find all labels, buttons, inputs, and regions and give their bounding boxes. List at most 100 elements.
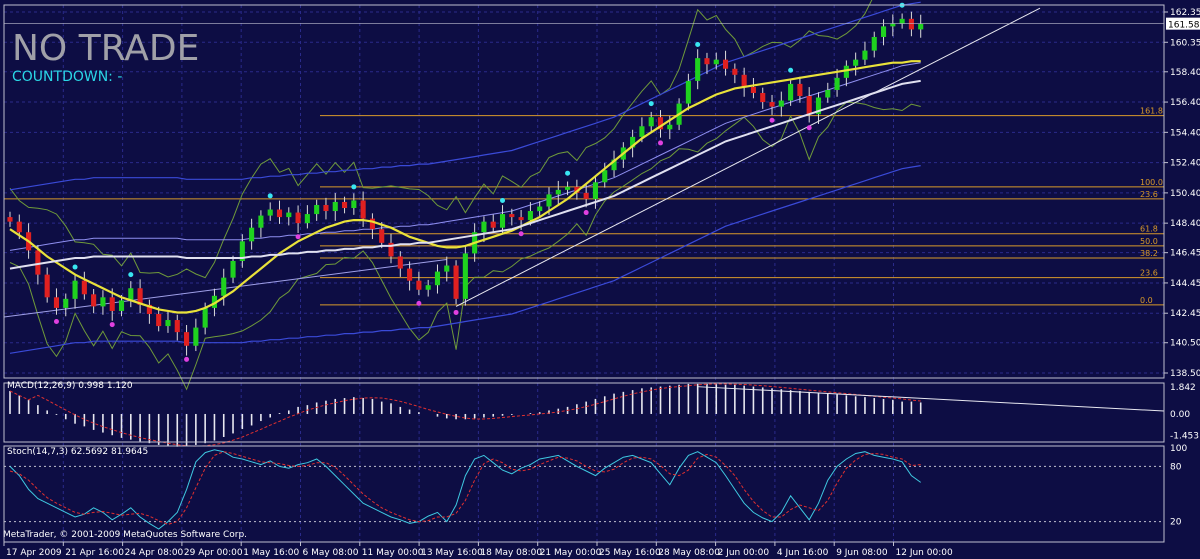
candle-body [323,204,329,212]
macd-tick-label: 0.00 [1170,410,1190,420]
axes: 17 Apr 2009 21 Apr 16:00 24 Apr 08:00 29 Ap… [3,4,1200,558]
panel-frame [3,4,1165,379]
candle-body [453,265,459,299]
fractal-markers [53,2,905,362]
time-label: 21 Apr 16:00 [65,548,124,558]
candle-body [509,214,515,218]
candle-body [918,23,924,30]
candle-body [555,189,561,195]
trendline-up [455,7,1041,307]
candle-body [91,294,97,307]
time-label: 11 May 00:00 [362,548,424,558]
envelope-upper [9,1,921,191]
time-label: 17 Apr 2009 [6,548,62,558]
candle-body [518,217,524,221]
candle-body [592,182,599,199]
candle-body [341,201,348,209]
stochastic-panel: 100 80 20 [4,444,1187,530]
time-label: 29 Apr 00:00 [184,548,243,558]
envelope-lower [9,165,921,354]
price-label: 150.40 [1170,189,1200,199]
candle-body [611,159,617,171]
candle-body [685,80,691,104]
price-label: 156.40 [1170,98,1200,108]
fib-label: 61.8 [1140,225,1158,234]
macd-signal-line [9,383,921,447]
candle-body [416,280,422,290]
candle-body [267,209,273,216]
candle-body [249,227,255,242]
candle-body [667,124,673,130]
fibonacci-levels: 161.8 100.0 23.6 61.8 50.0 38.2 23.6 0.0 [4,107,1164,306]
candle-body [815,97,822,115]
candle-body [639,126,645,137]
fib-label: 50.0 [1140,237,1158,246]
candle-body [239,241,245,261]
candle-body [630,136,636,148]
fractal-up-marker [648,101,654,107]
candle-body [834,77,840,90]
fractal-up-marker [565,170,571,176]
fractal-down-marker [806,125,812,131]
candle-body [202,307,208,328]
price-label: 162.35 [1170,8,1200,18]
time-label: 4 Jun 16:00 [777,548,829,558]
stoch-d-line [9,451,921,525]
candle-body [53,297,60,308]
time-label: 9 Jun 08:00 [836,548,888,558]
fib-label: 23.6 [1140,269,1158,278]
candle-body [221,277,227,296]
candle-body [843,65,849,78]
candle-body [276,209,283,218]
candle-body [7,217,13,222]
candle-body [211,295,217,308]
fractal-down-marker [416,300,422,306]
candle-body [425,285,431,290]
candle-body [230,260,236,278]
macd-label: MACD(12,26,9) 0.998 1.120 [7,381,133,391]
candle-body [583,192,589,199]
fib-label: 23.6 [1140,190,1158,199]
candle-body [286,212,292,218]
bollinger-upper [9,0,873,279]
time-label: 13 May 16:00 [421,548,483,558]
candle-body [713,59,719,65]
macd-trendline [697,386,1165,412]
fractal-up-marker [267,193,273,199]
stoch-tick-label: 20 [1170,518,1182,528]
fractal-down-marker [583,210,589,216]
candle-body [481,221,487,233]
ma-slow-line [9,79,921,270]
price-label: 140.50 [1170,339,1200,349]
candle-body [908,18,914,30]
candle-body [537,206,543,212]
price-label: 152.40 [1170,159,1200,169]
candle-body [806,96,812,115]
candle-body [295,212,301,224]
envelope-inner [9,62,921,251]
time-label: 21 May 00:00 [540,548,602,558]
candle-body [146,304,152,314]
candle-body [527,211,533,221]
fractal-down-marker [453,309,459,315]
candle-body [360,200,366,219]
candle-body [165,320,171,327]
fib-label: 38.2 [1140,249,1158,258]
macd-tick-label: -1.453 [1170,431,1199,441]
candle-body [351,200,357,209]
candle-body [732,68,738,75]
time-label: 2 Jun 00:00 [718,548,770,558]
copyright-text: MetaTrader, © 2001-2009 MetaQuotes Softw… [3,530,247,540]
candle-body [862,50,868,60]
candle-body [72,280,78,299]
stoch-tick-label: 100 [1170,444,1187,454]
macd-panel: 1.842 0.00 -1.453 [9,383,1199,447]
stoch-k-line [9,449,921,530]
price-label: 154.40 [1170,128,1200,138]
fractal-up-marker [351,184,357,190]
candle-body [100,297,106,307]
ma-fast-line [9,60,921,314]
candle-body [490,221,496,228]
